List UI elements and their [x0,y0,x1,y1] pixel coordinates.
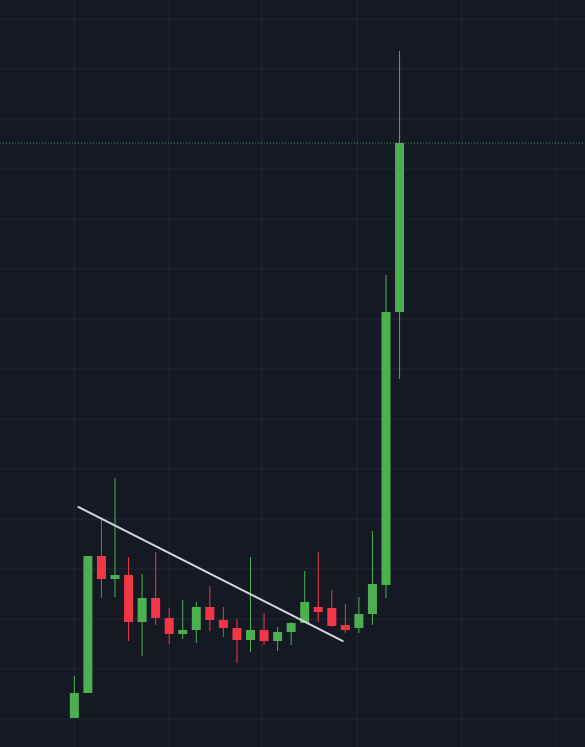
candle-body [327,608,337,626]
trendline[interactable] [77,506,344,642]
candle-body [232,628,242,640]
candle-bullish[interactable] [273,627,283,651]
candle-bullish[interactable] [110,478,120,597]
candle-bullish[interactable] [367,531,377,625]
candle-bearish[interactable] [232,619,242,663]
candle-body [137,598,147,622]
candle-bullish[interactable] [354,597,364,633]
candle-bullish[interactable] [137,574,147,656]
candle-body [286,623,296,632]
candle-body [124,575,134,622]
candle-bearish[interactable] [124,557,134,641]
candle-body [96,556,106,579]
candles [69,51,405,718]
candle-body [246,630,255,640]
candle-body [367,584,377,614]
candle-bearish[interactable] [96,520,106,598]
candle-body [191,607,201,630]
candle-bullish[interactable] [69,676,79,718]
candle-bearish[interactable] [218,607,228,637]
candle-body [300,602,310,623]
candle-body [340,625,350,630]
candle-body [395,143,405,312]
candle-bearish[interactable] [313,552,323,622]
candle-body [83,556,93,693]
candle-bullish[interactable] [381,275,391,598]
candle-body [110,575,120,579]
candle-bearish[interactable] [205,586,215,631]
candle-body [69,693,79,718]
candle-body [178,630,188,634]
candle-body [164,618,174,634]
candle-bearish[interactable] [259,613,269,645]
candle-bullish[interactable] [191,602,201,643]
candle-body [259,630,269,641]
candle-bullish[interactable] [178,600,188,639]
candle-body [381,312,391,585]
candle-bullish[interactable] [83,556,93,693]
candle-bullish[interactable] [286,622,296,645]
candle-bearish[interactable] [164,608,174,644]
candle-body [218,620,228,628]
candle-body [151,598,161,618]
candle-bearish[interactable] [340,604,350,633]
candle-body [313,607,323,612]
candle-bearish[interactable] [327,590,337,627]
candle-bearish[interactable] [151,552,161,625]
trendline-drawing[interactable] [77,506,344,642]
candle-bullish[interactable] [395,51,405,379]
candle-body [354,614,364,628]
candle-bullish[interactable] [246,557,255,652]
candle-bullish[interactable] [300,571,310,623]
candle-body [205,607,215,620]
candle-body [273,632,283,641]
